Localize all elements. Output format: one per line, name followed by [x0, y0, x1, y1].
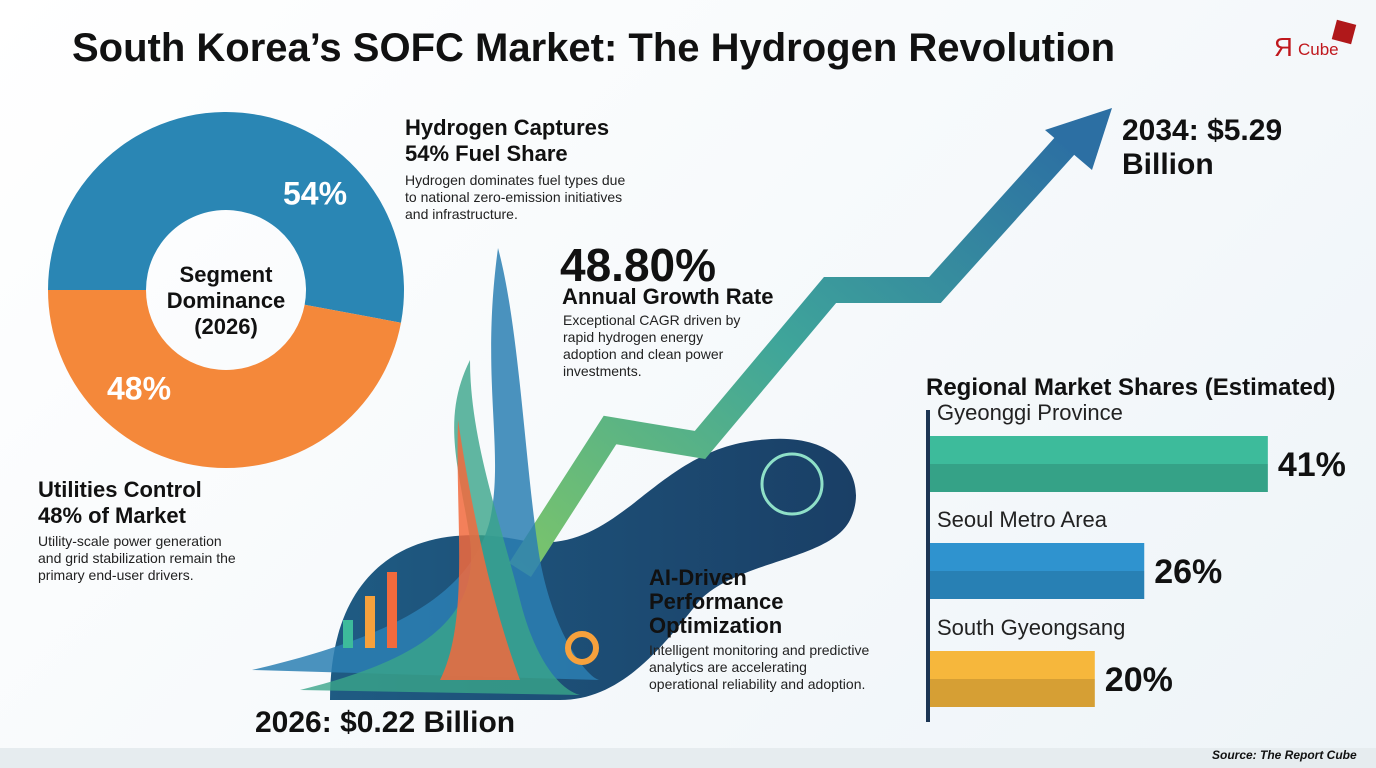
category-label: South Gyeongsang [937, 615, 1125, 640]
ai-title: AI-Driven Performance Optimization [649, 565, 784, 638]
pie-slice [48, 290, 401, 468]
forecast-start: 2026: $0.22 Billion [255, 706, 516, 739]
icon-bar [387, 572, 397, 648]
tower-swoosh [300, 360, 580, 695]
icon-bar [343, 620, 353, 648]
pie-title: Segment Dominance (2026) [166, 262, 286, 339]
category-label: Seoul Metro Area [937, 507, 1108, 532]
growth-value: 48.80% [560, 239, 717, 291]
title: South Korea’s SOFC Market: The Hydrogen … [72, 26, 1116, 70]
ai-body: Intelligent monitoring and predictive an… [649, 642, 870, 692]
brain-icon [760, 452, 824, 516]
icon-bar [365, 596, 375, 648]
logo-mark: Я [1274, 32, 1293, 62]
bar-title: Regional Market Shares (Estimated) [926, 374, 1336, 401]
bar-shade [930, 679, 1095, 707]
bar [930, 436, 1268, 492]
bar-shade [930, 571, 1145, 599]
pie-label: 54% [283, 175, 347, 211]
tower-flame [440, 420, 520, 680]
bar-shade [930, 464, 1268, 492]
source: Source: The Report Cube [1212, 748, 1357, 762]
category-label: Gyeonggi Province [937, 400, 1123, 425]
value-label: 20% [1105, 661, 1173, 699]
pie-label: 48% [107, 370, 171, 406]
logo-text: Cube [1298, 40, 1339, 59]
growth-body: Exceptional CAGR driven by rapid hydroge… [563, 312, 741, 379]
utilities-body: Utility-scale power generation and grid … [38, 533, 236, 583]
bar [930, 651, 1095, 707]
logo-cube [1331, 19, 1357, 45]
bar [930, 543, 1145, 599]
value-label: 26% [1154, 553, 1222, 591]
hydrogen-title: Hydrogen Captures 54% Fuel Share [405, 115, 610, 166]
value-label: 41% [1278, 446, 1346, 484]
pie-slice [48, 112, 404, 323]
tower [252, 248, 600, 680]
utilities-title: Utilities Control 48% of Market [38, 477, 202, 528]
arrow-head [1045, 108, 1112, 170]
footer-strip [0, 748, 1376, 768]
growth-arrow [509, 131, 1080, 578]
hydrogen-body: Hydrogen dominates fuel types due to nat… [405, 172, 626, 222]
donut-icon [565, 631, 599, 665]
forecast-end: 2034: $5.29 Billion [1122, 114, 1283, 181]
growth-label: Annual Growth Rate [562, 284, 774, 309]
